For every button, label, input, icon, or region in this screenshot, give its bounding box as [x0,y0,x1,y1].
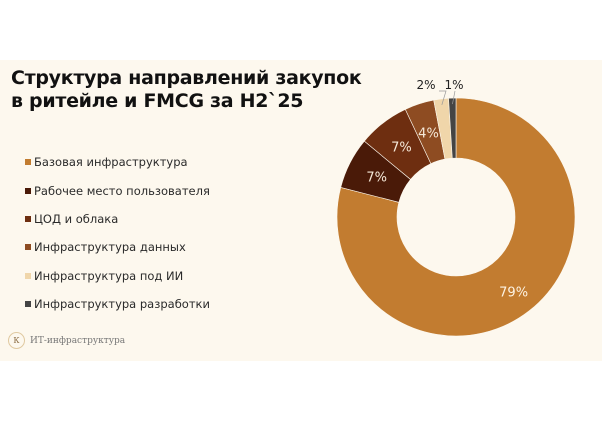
title-line-2: в ритейле и FMCG за H2`25 [11,90,304,112]
legend-item: Инфраструктура разработки [25,290,210,318]
leader-line [452,90,456,105]
legend-swatch [25,244,31,251]
legend-swatch [25,215,31,222]
footer: К ИТ-инфраструктура [8,332,125,349]
slice-label: 79% [499,285,528,300]
legend: Базовая инфраструктура Рабочее место поль… [25,148,210,318]
legend-label: ЦОД и облака [34,211,119,226]
chart-title: Структура направлений закупок в ритейле … [11,67,362,113]
legend-label: Базовая инфраструктура [34,155,188,170]
slice-label: 2% [416,78,435,92]
legend-label: Инфраструктура разработки [34,297,210,312]
legend-swatch [25,187,31,194]
legend-label: Инфраструктура данных [34,240,186,255]
leader-line [439,90,447,105]
slice-label: 7% [366,171,387,186]
legend-item: Рабочее место пользователя [25,176,210,204]
legend-item: Базовая инфраструктура [25,148,210,176]
title-line-1: Структура направлений закупок [11,67,362,89]
donut-slice [336,97,576,337]
legend-label: Рабочее место пользователя [34,183,210,198]
slice-label: 1% [444,78,463,92]
legend-label: Инфраструктура под ИИ [34,268,184,283]
slice-label: 4% [418,126,439,141]
donut-slice [448,97,457,159]
legend-swatch [25,272,31,279]
legend-item: Инфраструктура под ИИ [25,262,210,290]
legend-swatch [25,159,31,166]
slice-label: 7% [391,141,412,156]
brand-name: ИТ-инфраструктура [30,335,126,346]
legend-item: Инфраструктура данных [25,233,210,261]
brand-logo: К [8,332,25,349]
legend-item: ЦОД и облака [25,205,210,233]
legend-swatch [25,301,31,308]
